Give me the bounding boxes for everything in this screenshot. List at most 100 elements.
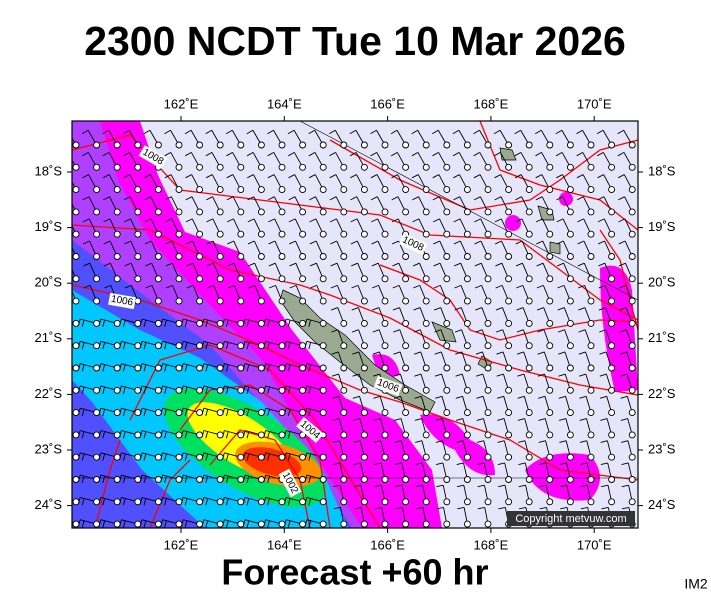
barb-feather <box>287 129 295 135</box>
barb-feather <box>556 218 564 223</box>
barb-feather <box>514 129 521 135</box>
barb-feather <box>372 329 380 333</box>
barb-feather <box>160 341 164 349</box>
barb-feather <box>619 351 627 355</box>
barb-feather <box>304 385 308 393</box>
barb-feather <box>263 385 267 393</box>
barb-feather <box>103 262 111 267</box>
barb-station <box>340 208 348 216</box>
barb-feather <box>268 284 276 289</box>
barb-feather <box>201 341 205 349</box>
barb-station <box>443 431 451 439</box>
lon-tick-label: 170˚E <box>577 537 612 552</box>
barb-feather <box>621 462 629 465</box>
barb-feather <box>58 475 60 482</box>
barb-feather <box>82 174 89 179</box>
barb-feather <box>539 484 547 488</box>
barb-feather <box>184 409 188 417</box>
barb-station <box>216 275 224 283</box>
barb-station <box>360 431 368 439</box>
barb-feather <box>580 484 588 488</box>
lon-tick-label: 164˚E <box>267 96 302 111</box>
barb-feather <box>350 174 357 179</box>
barb-station <box>587 186 595 194</box>
barb-station <box>505 364 513 372</box>
barb-feather <box>619 307 627 311</box>
barb-feather <box>81 364 85 372</box>
barb-feather <box>496 373 504 377</box>
barb-feather <box>283 497 287 505</box>
barb-feather <box>267 453 270 461</box>
barb-feather <box>476 395 484 399</box>
barb-feather <box>139 341 143 349</box>
barb-feather <box>497 418 505 421</box>
barb-station <box>237 275 245 283</box>
barb-feather <box>535 174 543 179</box>
barb-feather <box>309 196 316 201</box>
barb-feather <box>309 218 317 223</box>
barb-station <box>628 431 636 439</box>
barb-feather <box>514 152 522 157</box>
barb-station <box>484 342 492 350</box>
barb-station <box>443 297 451 305</box>
barb-station <box>628 498 636 506</box>
barb-station <box>546 409 554 417</box>
barb-station <box>340 230 348 238</box>
barb-feather <box>331 373 339 377</box>
barb-feather <box>225 319 229 327</box>
barb-feather <box>373 418 381 421</box>
barb-feather <box>517 395 525 399</box>
barb-feather <box>432 129 439 135</box>
barb-station <box>402 409 410 417</box>
barb-feather <box>474 284 482 289</box>
barb-station <box>278 163 286 171</box>
barb-feather <box>122 476 126 484</box>
barb-station <box>463 476 471 483</box>
barb-feather <box>433 262 441 267</box>
barb-feather <box>123 129 130 135</box>
barb-feather <box>81 342 85 350</box>
barb-feather <box>598 307 606 311</box>
barb-feather <box>537 351 545 355</box>
barb-feather <box>124 284 132 289</box>
barb-feather <box>139 519 143 527</box>
barb-feather <box>139 385 143 393</box>
barb-feather <box>226 129 233 135</box>
barb-station <box>175 163 183 171</box>
barb-station <box>566 498 574 506</box>
barb-feather <box>518 484 526 488</box>
barb-feather <box>476 373 483 377</box>
barb-station <box>93 186 101 194</box>
barb-station <box>299 208 307 216</box>
barb-feather <box>207 284 214 289</box>
barb-feather <box>329 129 336 135</box>
barb-station <box>216 186 224 194</box>
barb-feather <box>122 520 126 528</box>
barb-station <box>360 230 368 238</box>
barb-feather <box>288 174 295 179</box>
barb-station <box>484 141 492 149</box>
barb-feather <box>620 418 628 421</box>
barb-feather <box>600 440 608 443</box>
barb-feather <box>393 351 401 355</box>
barb-station <box>216 208 224 216</box>
barb-station <box>154 297 162 305</box>
barb-feather <box>496 395 504 399</box>
barb-feather <box>283 452 287 460</box>
barb-station <box>546 364 554 372</box>
barb-station <box>525 498 533 506</box>
barb-feather <box>555 129 563 135</box>
barb-feather <box>205 409 209 417</box>
barb-feather <box>287 431 291 439</box>
barb-feather <box>122 453 126 461</box>
barb-feather <box>597 152 604 157</box>
barb-station <box>587 409 595 417</box>
barb-feather <box>242 408 246 416</box>
barb-feather <box>287 409 291 417</box>
barb-station <box>463 364 471 372</box>
barb-feather <box>329 174 337 179</box>
barb-feather <box>558 351 566 355</box>
barb-feather <box>267 196 275 201</box>
barb-feather <box>473 174 481 179</box>
barb-feather <box>620 395 628 399</box>
